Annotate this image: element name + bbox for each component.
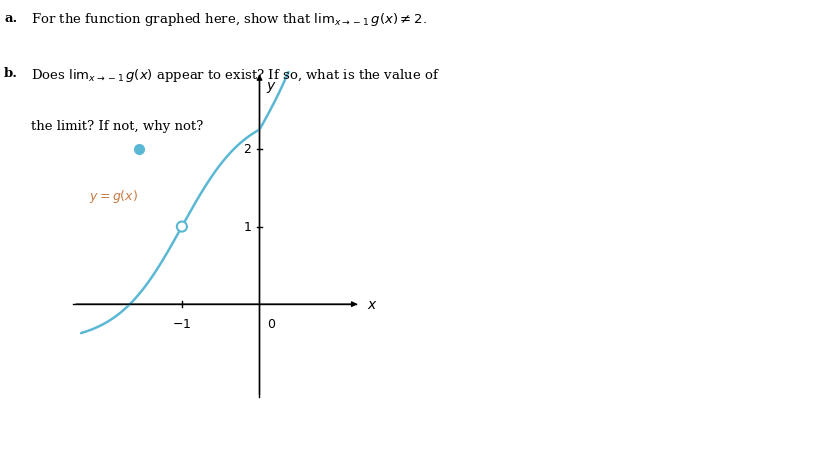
Text: $x$: $x$ (367, 297, 378, 312)
Text: Does $\mathrm{lim}_{x\to -1}\, g(x)$ appear to exist? If so, what is the value o: Does $\mathrm{lim}_{x\to -1}\, g(x)$ app… (31, 67, 440, 84)
Text: For the function graphed here, show that $\mathrm{lim}_{x\to -1}\, g(x) \neq 2.$: For the function graphed here, show that… (31, 11, 427, 28)
Text: $y = g(x)$: $y = g(x)$ (88, 188, 138, 205)
Text: $0$: $0$ (267, 318, 276, 330)
Text: $-1$: $-1$ (172, 318, 192, 330)
Text: b.: b. (4, 67, 18, 79)
Circle shape (177, 222, 187, 232)
Text: $1$: $1$ (243, 221, 251, 234)
Text: $2$: $2$ (243, 143, 251, 156)
Text: $y$: $y$ (265, 80, 277, 95)
Text: the limit? If not, why not?: the limit? If not, why not? (31, 119, 203, 132)
Text: a.: a. (4, 11, 17, 24)
